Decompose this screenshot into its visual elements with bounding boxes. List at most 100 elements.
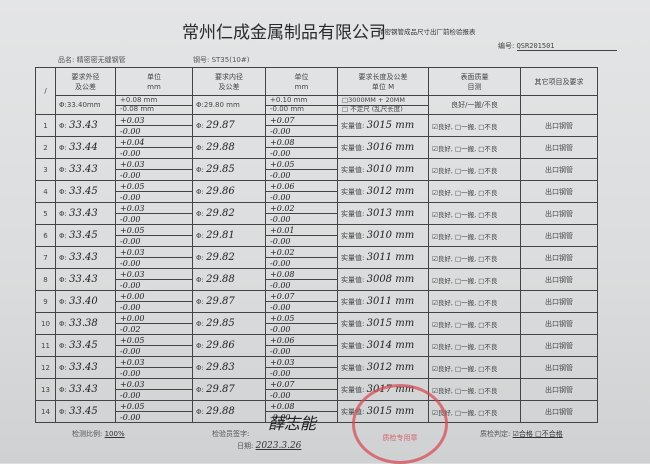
other-value: 出口钢管 bbox=[520, 246, 598, 269]
surface-options: ☑良好, □一搬, □不良 bbox=[428, 268, 521, 291]
header-od-unit: 单位 mm bbox=[115, 67, 193, 96]
od-value: 33.45 bbox=[69, 186, 98, 197]
row-number: 6 bbox=[35, 224, 56, 247]
id-minus: -0.00 bbox=[270, 346, 291, 356]
length-cell: 实量值: 3010 mm bbox=[337, 158, 429, 181]
od-minus: -0.00 bbox=[120, 346, 141, 356]
length-value: 3015 mm bbox=[366, 120, 415, 131]
od-value: 33.43 bbox=[69, 120, 98, 131]
phi-label: Φ: bbox=[59, 276, 67, 284]
table-row: 8 Φ: 33.43 +0.03 -0.00 Φ: 29.88 +0.08 -0.0… bbox=[35, 268, 598, 291]
od-value: 33.43 bbox=[69, 362, 98, 373]
header-od: 要求外径 及公差 bbox=[55, 67, 116, 96]
id-cell: Φ: 29.87 bbox=[192, 114, 266, 137]
od-cell: Φ: 33.43 bbox=[55, 158, 116, 181]
phi-label: Φ: bbox=[59, 232, 67, 240]
length-cell: 实量值: 3012 mm bbox=[337, 356, 429, 379]
phi-label: Φ: bbox=[196, 210, 204, 218]
length-cell: 实量值: 3011 mm bbox=[337, 290, 429, 313]
length-value: 3013 mm bbox=[366, 208, 415, 219]
id-minus: -0.00 bbox=[270, 192, 291, 202]
table-row: 3 Φ: 33.43 +0.03 -0.00 Φ: 29.85 +0.05 -0.0… bbox=[35, 158, 598, 181]
od-minus: -0.00 bbox=[120, 170, 141, 180]
id-plus: +0.03 bbox=[266, 358, 337, 368]
phi-label: Φ: bbox=[59, 210, 67, 218]
corner-cell: / bbox=[35, 67, 56, 115]
od-plus: +0.05 bbox=[116, 402, 192, 412]
id-minus: -0.00 bbox=[270, 148, 291, 158]
od-plus: +0.03 bbox=[116, 160, 192, 170]
phi-label: Φ: bbox=[59, 166, 67, 174]
od-value: 33.44 bbox=[69, 142, 98, 153]
id-value: 29.86 bbox=[206, 340, 235, 351]
measured-label: 实量值: bbox=[341, 342, 365, 350]
stamp-text: 质检专用章 bbox=[382, 434, 418, 442]
measured-label: 实量值: bbox=[341, 298, 365, 306]
row-number: 14 bbox=[35, 400, 56, 423]
judge-label: 质检判定: bbox=[480, 430, 511, 438]
length-value: 3010 mm bbox=[366, 164, 415, 175]
table-row: 5 Φ: 33.43 +0.03 -0.00 Φ: 29.82 +0.02 -0.0… bbox=[35, 202, 598, 225]
id-value: 29.85 bbox=[206, 164, 235, 175]
header-other: 其它项目及要求 bbox=[520, 67, 598, 96]
measured-label: 实量值: bbox=[341, 122, 365, 130]
length-cell: 实量值: 3015 mm bbox=[337, 312, 429, 335]
other-value: 出口钢管 bbox=[520, 158, 598, 181]
inspector-label: 检验员签字: bbox=[212, 430, 250, 438]
od-cell: Φ: 33.45 bbox=[55, 334, 116, 357]
id-minus: -0.00 bbox=[270, 368, 291, 378]
header-id: 要求内径 及公差 bbox=[192, 67, 266, 96]
id-plus: +0.07 bbox=[266, 292, 337, 302]
row-number: 10 bbox=[35, 312, 56, 335]
od-cell: Φ: 33.43 bbox=[55, 268, 116, 291]
id-minus: -0.00 bbox=[270, 390, 291, 400]
od-minus: -0.00 bbox=[120, 412, 141, 422]
od-value: 33.43 bbox=[69, 252, 98, 263]
row-number: 4 bbox=[35, 180, 56, 203]
od-plus: +0.05 bbox=[116, 336, 192, 346]
length-value: 3008 mm bbox=[366, 274, 415, 285]
spec-other bbox=[520, 95, 598, 115]
id-cell: Φ: 29.88 bbox=[192, 268, 266, 291]
od-plus: +0.05 bbox=[116, 226, 192, 236]
company-title: 常州仁成金属制品有限公司 bbox=[182, 23, 386, 43]
id-minus: -0.00 bbox=[270, 280, 291, 290]
phi-label: Φ: bbox=[59, 320, 67, 328]
surface-options: ☑良好, □一搬, □不良 bbox=[428, 180, 521, 203]
length-cell: 实量值: 3014 mm bbox=[337, 334, 429, 357]
od-cell: Φ: 33.38 bbox=[55, 312, 116, 335]
od-cell: Φ: 33.43 bbox=[55, 114, 116, 137]
phi-label: Φ: bbox=[196, 166, 204, 174]
table-row: 12 Φ: 33.43 +0.03 -0.00 Φ: 29.83 +0.03 -0.… bbox=[35, 356, 598, 379]
phi-label: Φ: bbox=[196, 364, 204, 372]
table-row: 14 Φ: 33.45 +0.05 -0.00 Φ: 29.88 +0.08 -0.… bbox=[35, 400, 598, 423]
phi-label: Φ: bbox=[196, 232, 204, 240]
id-value: 29.81 bbox=[206, 230, 235, 241]
id-cell: Φ: 29.82 bbox=[192, 246, 266, 269]
phi-label: Φ: bbox=[196, 122, 204, 130]
table-row: 9 Φ: 33.40 +0.00 -0.00 Φ: 29.87 +0.07 -0.0… bbox=[35, 290, 598, 313]
other-value: 出口钢管 bbox=[520, 312, 598, 335]
od-plus: +0.03 bbox=[116, 270, 192, 280]
id-cell: Φ: 29.85 bbox=[192, 158, 266, 181]
od-cell: Φ: 33.40 bbox=[55, 290, 116, 313]
id-minus: -0.00 bbox=[270, 302, 291, 312]
id-plus: +0.05 bbox=[266, 314, 337, 324]
id-value: 29.87 bbox=[206, 384, 235, 395]
table-row: 13 Φ: 33.43 +0.03 -0.00 Φ: 29.87 +0.07 -0.… bbox=[35, 378, 598, 401]
id-plus: +0.02 bbox=[266, 248, 337, 258]
id-plus: +0.08 bbox=[266, 402, 337, 412]
od-value: 33.40 bbox=[69, 296, 98, 307]
id-minus: -0.00 bbox=[270, 236, 291, 246]
id-plus: +0.07 bbox=[266, 116, 337, 126]
inspection-table: / 要求外径 及公差 单位 mm 要求内径 及公差 单位 mm 要求长度及公差 … bbox=[35, 67, 598, 423]
surface-options: ☑良好, □一搬, □不良 bbox=[428, 136, 521, 159]
id-minus: -0.00 bbox=[270, 170, 291, 180]
phi-label: Φ: bbox=[59, 254, 67, 262]
phi-label: Φ: bbox=[196, 408, 204, 416]
measured-label: 实量值: bbox=[341, 386, 365, 394]
od-cell: Φ: 33.43 bbox=[55, 378, 116, 401]
measured-label: 实量值: bbox=[341, 276, 365, 284]
phi-label: Φ: bbox=[196, 254, 204, 262]
